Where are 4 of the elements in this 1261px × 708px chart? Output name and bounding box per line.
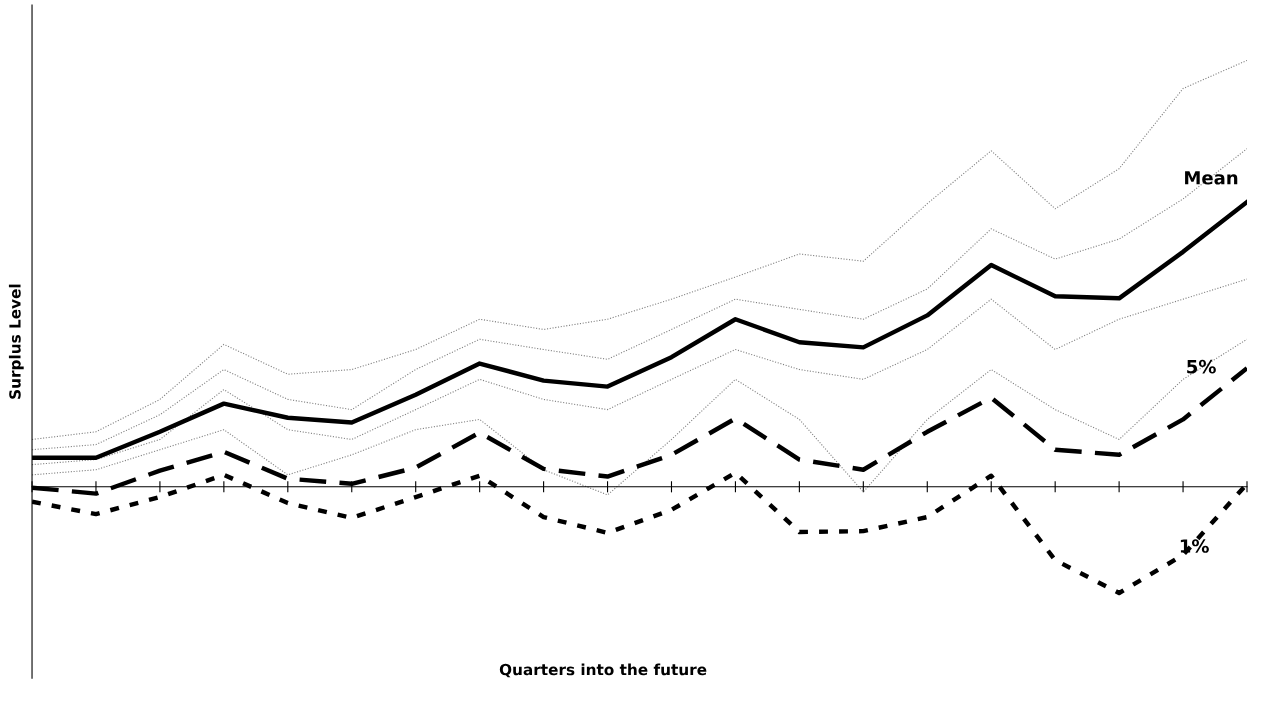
x-axis-title: Quarters into the future	[499, 663, 707, 678]
y-axis-title: Surplus Level	[8, 284, 24, 399]
series-label: Mean	[1185, 171, 1238, 185]
series-label: 5%	[1187, 359, 1216, 374]
